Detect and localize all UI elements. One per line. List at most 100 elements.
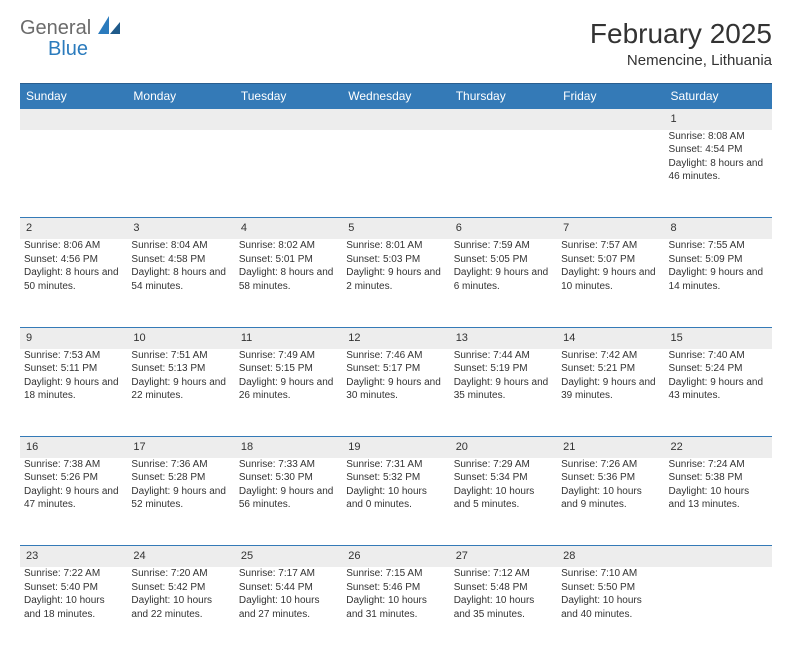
day-cell: Sunrise: 7:46 AMSunset: 5:17 PMDaylight:… xyxy=(342,349,449,437)
day-number: 18 xyxy=(235,437,342,458)
day-number: 15 xyxy=(665,327,772,348)
day-cell: Sunrise: 8:01 AMSunset: 5:03 PMDaylight:… xyxy=(342,239,449,327)
cell-line: Daylight: 9 hours and 35 minutes. xyxy=(454,376,553,403)
cell-line: Sunrise: 7:17 AM xyxy=(239,567,338,581)
cell-line: Daylight: 9 hours and 30 minutes. xyxy=(346,376,445,403)
day-cell: Sunrise: 8:02 AMSunset: 5:01 PMDaylight:… xyxy=(235,239,342,327)
cell-line: Daylight: 10 hours and 22 minutes. xyxy=(131,594,230,621)
day-cell: Sunrise: 7:53 AMSunset: 5:11 PMDaylight:… xyxy=(20,349,127,437)
cell-line: Sunrise: 8:04 AM xyxy=(131,239,230,253)
cell-line: Sunrise: 7:42 AM xyxy=(561,349,660,363)
day-header: Wednesday xyxy=(342,84,449,109)
day-cell: Sunrise: 7:22 AMSunset: 5:40 PMDaylight:… xyxy=(20,567,127,655)
cell-line: Daylight: 9 hours and 56 minutes. xyxy=(239,485,338,512)
day-number xyxy=(557,109,664,130)
cell-line: Sunrise: 7:44 AM xyxy=(454,349,553,363)
cell-line: Daylight: 10 hours and 0 minutes. xyxy=(346,485,445,512)
day-number: 20 xyxy=(450,437,557,458)
cell-line: Sunrise: 8:02 AM xyxy=(239,239,338,253)
cell-line: Sunset: 5:11 PM xyxy=(24,362,123,376)
cell-line: Sunset: 5:13 PM xyxy=(131,362,230,376)
day-number xyxy=(665,546,772,567)
day-cell xyxy=(342,130,449,218)
day-cell xyxy=(665,567,772,655)
title-location: Nemencine, Lithuania xyxy=(590,52,772,69)
content-row: Sunrise: 7:38 AMSunset: 5:26 PM Daylight:… xyxy=(20,458,772,546)
daynum-row: 2345678 xyxy=(20,218,772,239)
cell-line: Sunset: 5:24 PM xyxy=(669,362,768,376)
cell-line: Daylight: 9 hours and 43 minutes. xyxy=(669,376,768,403)
cell-line: Daylight: 8 hours and 46 minutes. xyxy=(669,157,768,184)
cell-line: Sunrise: 7:12 AM xyxy=(454,567,553,581)
calendar-table: SundayMondayTuesdayWednesdayThursdayFrid… xyxy=(20,83,772,655)
cell-line: Sunset: 5:40 PM xyxy=(24,581,123,595)
cell-line: Sunset: 5:26 PM xyxy=(24,471,123,485)
day-header: Monday xyxy=(127,84,234,109)
day-number: 8 xyxy=(665,218,772,239)
cell-line: Daylight: 9 hours and 2 minutes. xyxy=(346,266,445,293)
cell-line: Sunrise: 7:55 AM xyxy=(669,239,768,253)
day-cell: Sunrise: 7:44 AMSunset: 5:19 PMDaylight:… xyxy=(450,349,557,437)
day-cell: Sunrise: 7:40 AMSunset: 5:24 PMDaylight:… xyxy=(665,349,772,437)
cell-line: Sunrise: 7:51 AM xyxy=(131,349,230,363)
cell-line: Sunset: 5:03 PM xyxy=(346,253,445,267)
content-row: Sunrise: 7:53 AMSunset: 5:11 PMDaylight:… xyxy=(20,349,772,437)
day-cell: Sunrise: 7:12 AMSunset: 5:48 PMDaylight:… xyxy=(450,567,557,655)
day-header: Sunday xyxy=(20,84,127,109)
cell-line: Sunset: 5:15 PM xyxy=(239,362,338,376)
cell-line: Sunrise: 8:01 AM xyxy=(346,239,445,253)
content-row: Sunrise: 7:22 AMSunset: 5:40 PMDaylight:… xyxy=(20,567,772,655)
cell-line: Sunrise: 7:29 AM xyxy=(454,458,553,472)
calendar-head: SundayMondayTuesdayWednesdayThursdayFrid… xyxy=(20,84,772,109)
day-cell: Sunrise: 8:04 AMSunset: 4:58 PMDaylight:… xyxy=(127,239,234,327)
cell-line: Sunrise: 8:08 AM xyxy=(669,130,768,144)
cell-line: Sunrise: 7:31 AM xyxy=(346,458,445,472)
day-cell: Sunrise: 7:31 AMSunset: 5:32 PMDaylight:… xyxy=(342,458,449,546)
day-number: 24 xyxy=(127,546,234,567)
cell-line: Sunrise: 7:40 AM xyxy=(669,349,768,363)
cell-line: Sunrise: 8:06 AM xyxy=(24,239,123,253)
cell-line: Sunset: 4:58 PM xyxy=(131,253,230,267)
content-row: Sunrise: 8:08 AMSunset: 4:54 PMDaylight:… xyxy=(20,130,772,218)
day-cell: Sunrise: 7:17 AMSunset: 5:44 PMDaylight:… xyxy=(235,567,342,655)
day-number: 23 xyxy=(20,546,127,567)
daynum-row: 16171819202122 xyxy=(20,437,772,458)
cell-line: Sunset: 5:36 PM xyxy=(561,471,660,485)
cell-line: Daylight: 10 hours and 27 minutes. xyxy=(239,594,338,621)
day-cell: Sunrise: 7:49 AMSunset: 5:15 PMDaylight:… xyxy=(235,349,342,437)
daynum-row: 1 xyxy=(20,109,772,130)
logo-blue: Blue xyxy=(48,38,88,60)
day-number xyxy=(342,109,449,130)
cell-line: Sunset: 5:34 PM xyxy=(454,471,553,485)
day-number: 2 xyxy=(20,218,127,239)
cell-line: Sunset: 5:44 PM xyxy=(239,581,338,595)
title-block: February 2025 Nemencine, Lithuania xyxy=(590,18,772,69)
logo: General Blue xyxy=(20,18,120,60)
cell-line: Sunrise: 7:38 AM xyxy=(24,458,123,472)
day-cell xyxy=(235,130,342,218)
cell-line: Daylight: 9 hours and 10 minutes. xyxy=(561,266,660,293)
cell-line: Daylight: 9 hours and 22 minutes. xyxy=(131,376,230,403)
day-cell: Sunrise: 7:20 AMSunset: 5:42 PMDaylight:… xyxy=(127,567,234,655)
cell-line: Sunset: 5:01 PM xyxy=(239,253,338,267)
day-number: 19 xyxy=(342,437,449,458)
day-header: Saturday xyxy=(665,84,772,109)
cell-line: Sunset: 5:17 PM xyxy=(346,362,445,376)
day-cell: Sunrise: 7:29 AMSunset: 5:34 PMDaylight:… xyxy=(450,458,557,546)
day-cell: Sunrise: 7:33 AMSunset: 5:30 PMDaylight:… xyxy=(235,458,342,546)
day-cell xyxy=(557,130,664,218)
day-number: 3 xyxy=(127,218,234,239)
cell-line: Sunset: 5:28 PM xyxy=(131,471,230,485)
cell-line: Sunrise: 7:49 AM xyxy=(239,349,338,363)
cell-line: Daylight: 9 hours and 18 minutes. xyxy=(24,376,123,403)
cell-line: Sunrise: 7:24 AM xyxy=(669,458,768,472)
day-number: 11 xyxy=(235,327,342,348)
cell-line: Sunrise: 7:36 AM xyxy=(131,458,230,472)
cell-line: Sunrise: 7:46 AM xyxy=(346,349,445,363)
content-row: Sunrise: 8:06 AMSunset: 4:56 PMDaylight:… xyxy=(20,239,772,327)
day-number: 26 xyxy=(342,546,449,567)
cell-line: Sunrise: 7:15 AM xyxy=(346,567,445,581)
daynum-row: 232425262728 xyxy=(20,546,772,567)
day-cell: Sunrise: 8:06 AMSunset: 4:56 PMDaylight:… xyxy=(20,239,127,327)
cell-line: Sunset: 5:42 PM xyxy=(131,581,230,595)
